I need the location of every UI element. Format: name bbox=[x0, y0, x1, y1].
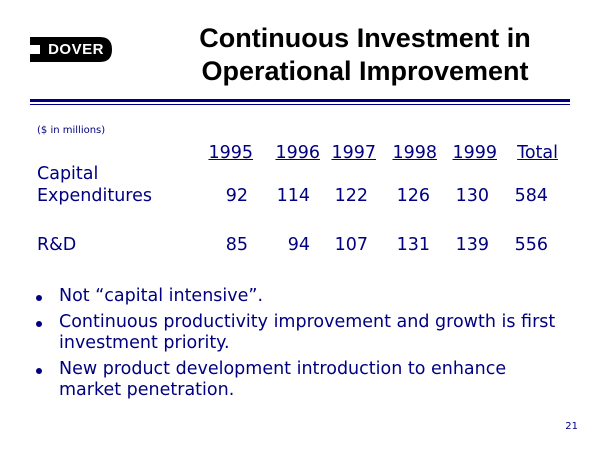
rnd-1999: 139 bbox=[455, 235, 489, 255]
bullet-dot-icon bbox=[36, 295, 42, 301]
bullet-list: Not “capital intensive”. Continuous prod… bbox=[30, 286, 570, 406]
dover-logo-shape bbox=[30, 37, 112, 62]
capex-1995: 92 bbox=[225, 186, 248, 206]
slide-title-line-1: Continuous Investment in bbox=[199, 23, 531, 53]
row-label-rnd: R&D bbox=[37, 235, 77, 255]
column-header-1995: 1995 bbox=[208, 143, 253, 163]
capex-1998: 126 bbox=[396, 186, 430, 206]
row-label-expenditures: Expenditures bbox=[37, 186, 152, 206]
rnd-1997: 107 bbox=[334, 235, 368, 255]
bullet-item: New product development introduction to … bbox=[30, 359, 570, 401]
title-rule-thin bbox=[30, 104, 570, 105]
title-rule-thick bbox=[30, 99, 570, 102]
column-header-1998: 1998 bbox=[392, 143, 437, 163]
rnd-1996: 94 bbox=[287, 235, 310, 255]
slide-title-line-2: Operational Improvement bbox=[201, 56, 529, 86]
column-header-1997: 1997 bbox=[331, 143, 376, 163]
bullet-text: Continuous productivity improvement and … bbox=[59, 312, 556, 353]
page-number: 21 bbox=[565, 421, 578, 432]
column-header-1996: 1996 bbox=[275, 143, 320, 163]
rnd-total: 556 bbox=[514, 235, 548, 255]
bullet-item: Continuous productivity improvement and … bbox=[30, 312, 570, 354]
units-note: ($ in millions) bbox=[37, 125, 106, 136]
bullet-dot-icon bbox=[36, 321, 42, 327]
capex-total: 584 bbox=[514, 186, 548, 206]
bullet-dot-icon bbox=[36, 368, 42, 374]
capex-1999: 130 bbox=[455, 186, 489, 206]
row-label-capital: Capital bbox=[37, 164, 99, 184]
rnd-1998: 131 bbox=[396, 235, 430, 255]
rnd-1995: 85 bbox=[225, 235, 248, 255]
capex-1996: 114 bbox=[276, 186, 310, 206]
bullet-text: New product development introduction to … bbox=[59, 359, 507, 400]
bullet-text: Not “capital intensive”. bbox=[59, 286, 264, 306]
bullet-item: Not “capital intensive”. bbox=[30, 286, 570, 307]
column-header-1999: 1999 bbox=[452, 143, 497, 163]
slide-title: Continuous Investment in Operational Imp… bbox=[150, 22, 580, 88]
capex-1997: 122 bbox=[334, 186, 368, 206]
dover-logo-text: DOVER bbox=[48, 41, 104, 58]
column-header-total: Total bbox=[517, 143, 558, 163]
dover-logo bbox=[30, 37, 112, 62]
